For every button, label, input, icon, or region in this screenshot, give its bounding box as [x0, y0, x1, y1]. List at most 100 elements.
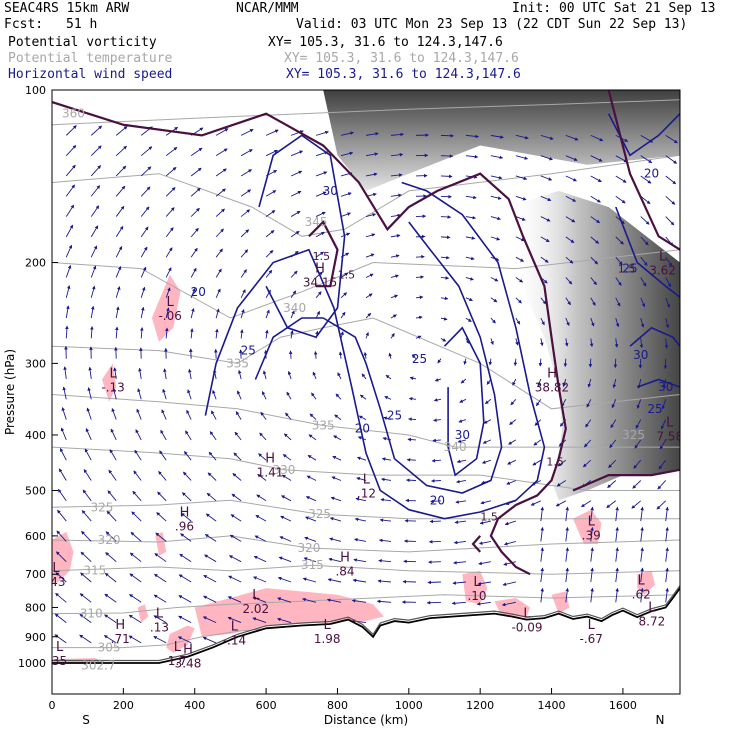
pv-high-shading — [323, 90, 680, 501]
wind-arrow — [365, 253, 375, 258]
wind-arrow — [503, 540, 516, 546]
contour-labels: 360 345 340 335 335 340 330 325 325 325 320 320 315 3… — [52, 107, 680, 673]
wind-arrow — [533, 439, 542, 446]
wind-arrow — [484, 398, 492, 405]
wind-arrow — [331, 476, 342, 481]
wind-arrow — [490, 195, 502, 200]
wind-arrow — [190, 267, 197, 278]
wind-arrow — [309, 413, 317, 420]
wind-arrow — [351, 599, 367, 603]
wind-arrow — [615, 297, 621, 307]
pv-extremum-type: H — [340, 550, 350, 565]
pv-extremum-type: L — [324, 618, 332, 633]
wind-arrow — [204, 554, 217, 563]
wind-arrow — [640, 277, 647, 287]
fcst-value: 51 h — [66, 17, 98, 32]
pv-positive-area — [551, 591, 570, 614]
wind-arrow — [563, 358, 568, 368]
pv-extremum-value: -.06 — [158, 309, 181, 323]
wind-contour-label: 30 — [455, 428, 470, 442]
wind-arrow — [65, 184, 75, 197]
wind-arrow — [283, 433, 292, 441]
terrain-line — [52, 587, 680, 664]
wind-arrow — [128, 614, 142, 623]
wind-arrow — [104, 593, 117, 603]
wind-arrow — [564, 338, 569, 347]
wind-arrow — [540, 567, 545, 583]
wind-arrow — [90, 125, 103, 136]
wind-arrow — [140, 166, 152, 177]
wind-arrow — [565, 567, 570, 583]
wind-arrow — [290, 130, 304, 136]
wind-arrow — [433, 418, 441, 422]
wind-arrow — [385, 374, 392, 380]
x-axis-label: Distance (km) — [324, 713, 408, 727]
wind-arrow — [340, 272, 349, 278]
wind-contour-label: 25 — [387, 409, 402, 423]
wind-arrow — [328, 557, 342, 563]
wind-arrow — [115, 165, 127, 177]
wind-arrow — [240, 229, 250, 238]
wind-arrow — [305, 516, 317, 522]
wind-arrow — [153, 615, 167, 623]
wind-arrow — [315, 310, 320, 319]
wind-arrow — [565, 526, 570, 542]
wind-arrow — [165, 207, 175, 217]
wind-arrow — [660, 419, 667, 430]
wind-arrow — [240, 269, 247, 278]
wind-arrow — [313, 350, 318, 359]
wind-arrow — [565, 175, 577, 182]
wind-arrow — [260, 411, 267, 420]
wind-arrow — [384, 396, 392, 400]
wind-arrow — [106, 510, 117, 522]
wind-arrow — [90, 205, 100, 217]
wind-arrow — [205, 513, 217, 522]
wind-arrow — [354, 537, 367, 542]
wind-arrow — [515, 236, 525, 242]
wind-arrow — [390, 254, 400, 258]
wind-arrow — [428, 539, 441, 544]
wind-arrow — [340, 232, 351, 238]
pv-extremum-value: 1.41 — [257, 465, 284, 479]
wind-arrow — [590, 317, 595, 327]
wind-arrow — [431, 458, 441, 463]
wind-arrow — [380, 498, 392, 502]
wind-arrow — [590, 277, 597, 286]
wind-arrow — [230, 514, 242, 522]
pv-extremum-value: -.14 — [223, 634, 246, 648]
wind-arrow — [232, 473, 242, 481]
pv-extremum-type: L — [523, 607, 531, 622]
wind-arrow — [665, 567, 669, 583]
pv-extremum-type: L — [588, 618, 596, 633]
wind-arrow — [340, 212, 351, 217]
wind-arrow — [665, 547, 669, 562]
wind-arrow — [332, 455, 342, 461]
wind-arrow — [290, 330, 294, 339]
wind-arrow — [81, 510, 92, 522]
wind-arrow — [636, 399, 642, 409]
pv-extremum-type: L — [638, 573, 646, 588]
wind-arrow — [454, 520, 466, 524]
pv-extremum-value: .96 — [175, 520, 194, 534]
pv-extremum-value: 38.82 — [535, 380, 569, 394]
theta-contour-label: 320 — [297, 541, 320, 555]
wind-arrow — [390, 132, 404, 137]
wind-arrow — [211, 410, 217, 420]
pv-extremum-type: L — [56, 640, 64, 655]
wind-arrow — [115, 225, 124, 238]
wind-arrow — [62, 386, 67, 400]
wind-arrow — [65, 224, 74, 238]
pv-positive-area — [194, 588, 384, 637]
wind-arrow — [353, 558, 367, 563]
wind-arrow — [207, 472, 217, 481]
wind-arrow — [390, 274, 399, 278]
wind-arrow — [607, 480, 617, 488]
wind-arrow — [138, 367, 142, 380]
wind-arrow — [65, 325, 69, 339]
pv-extremum-type: H — [547, 366, 557, 381]
wind-arrow — [351, 619, 367, 624]
wind-arrow — [103, 635, 117, 644]
wind-arrow — [290, 270, 298, 278]
wind-arrow — [290, 150, 304, 157]
wind-arrow — [90, 225, 99, 238]
